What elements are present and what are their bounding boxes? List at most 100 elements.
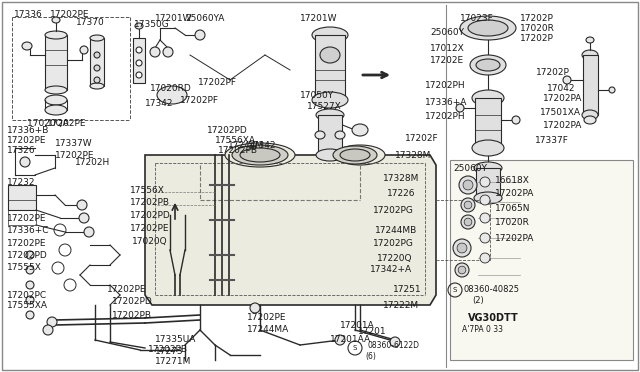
Text: 17202PB: 17202PB (148, 346, 188, 355)
Circle shape (94, 52, 100, 58)
Circle shape (453, 239, 471, 257)
Text: 17350G: 17350G (134, 19, 170, 29)
Circle shape (461, 198, 475, 212)
Circle shape (84, 227, 94, 237)
Ellipse shape (470, 55, 506, 75)
Text: 17342+A: 17342+A (370, 266, 412, 275)
Ellipse shape (472, 140, 504, 156)
Polygon shape (145, 155, 436, 305)
Text: 17251: 17251 (393, 285, 422, 295)
Ellipse shape (45, 95, 67, 105)
Text: 17020RD: 17020RD (150, 83, 192, 93)
Text: S: S (453, 287, 457, 293)
Ellipse shape (316, 109, 344, 121)
Text: 17202PE: 17202PE (55, 151, 95, 160)
Text: 17202PA: 17202PA (495, 189, 534, 198)
Text: 17202PH: 17202PH (425, 112, 466, 121)
Circle shape (390, 337, 400, 347)
Circle shape (26, 296, 34, 304)
Ellipse shape (340, 149, 370, 161)
Circle shape (459, 176, 477, 194)
Text: 17328M: 17328M (395, 151, 431, 160)
Circle shape (480, 177, 490, 187)
Text: 17556X: 17556X (130, 186, 165, 195)
Circle shape (461, 215, 475, 229)
Circle shape (47, 317, 57, 327)
Text: 17336+A: 17336+A (425, 97, 467, 106)
Circle shape (480, 233, 490, 243)
Ellipse shape (240, 148, 280, 162)
Ellipse shape (472, 90, 504, 106)
Text: 17202PD: 17202PD (7, 250, 48, 260)
Circle shape (250, 303, 260, 313)
Circle shape (26, 251, 34, 259)
Ellipse shape (312, 27, 348, 43)
Circle shape (480, 253, 490, 263)
Text: 17201A: 17201A (340, 321, 375, 330)
Text: 17244MA: 17244MA (247, 326, 289, 334)
Text: 17202PA: 17202PA (543, 121, 582, 129)
Circle shape (458, 266, 466, 274)
Bar (90, 38, 104, 86)
Ellipse shape (333, 146, 377, 164)
Ellipse shape (474, 162, 502, 174)
Ellipse shape (335, 131, 345, 139)
Text: 17202PB: 17202PB (218, 145, 258, 154)
Text: 17342: 17342 (248, 141, 276, 150)
Text: 17501XA: 17501XA (540, 108, 581, 116)
Text: 17020​QA: 17020​QA (27, 119, 68, 128)
Ellipse shape (609, 87, 615, 93)
Text: 17202PF: 17202PF (180, 96, 219, 105)
Text: 17202PE: 17202PE (7, 214, 47, 222)
Text: 17020Q: 17020Q (132, 237, 168, 246)
Circle shape (195, 30, 205, 40)
Ellipse shape (22, 42, 32, 50)
Ellipse shape (135, 23, 143, 29)
Text: A'7PA 0 33: A'7PA 0 33 (462, 326, 503, 334)
Ellipse shape (312, 92, 348, 108)
Ellipse shape (474, 192, 502, 204)
Ellipse shape (315, 131, 325, 139)
Bar (318, 115, 342, 155)
Text: 17527X: 17527X (307, 102, 342, 110)
Text: 17202PB: 17202PB (130, 198, 170, 206)
Text: 17336: 17336 (14, 10, 43, 19)
Ellipse shape (316, 149, 344, 161)
Circle shape (163, 47, 173, 57)
Ellipse shape (586, 37, 594, 43)
Ellipse shape (582, 110, 598, 120)
Text: 17202P: 17202P (520, 33, 554, 42)
Text: 17020R: 17020R (495, 218, 530, 227)
Text: 17555X: 17555X (7, 263, 42, 272)
Text: 17202PE: 17202PE (47, 119, 86, 128)
Text: 17042: 17042 (547, 83, 575, 93)
Bar (475, 98, 501, 148)
Ellipse shape (512, 116, 520, 124)
Ellipse shape (476, 59, 500, 71)
Circle shape (480, 213, 490, 223)
Ellipse shape (456, 104, 464, 112)
Bar (133, 38, 145, 83)
Text: VG30DTT: VG30DTT (468, 313, 519, 323)
Bar (8, 185, 36, 210)
Bar (450, 160, 633, 360)
Text: 17202PE: 17202PE (107, 285, 147, 295)
Ellipse shape (45, 86, 67, 94)
Circle shape (20, 157, 30, 167)
Ellipse shape (45, 31, 67, 39)
Text: 17202H: 17202H (75, 157, 110, 167)
Text: 17202PA: 17202PA (543, 93, 582, 103)
Circle shape (464, 201, 472, 209)
Text: 25060YA: 25060YA (185, 13, 225, 22)
Text: 17336+B: 17336+B (7, 125, 49, 135)
Ellipse shape (90, 35, 104, 41)
Circle shape (464, 218, 472, 226)
Text: 17328M: 17328M (383, 173, 419, 183)
Text: 25060Y: 25060Y (453, 164, 487, 173)
Ellipse shape (52, 17, 60, 23)
Ellipse shape (352, 124, 368, 136)
Text: 17202P: 17202P (520, 13, 554, 22)
Circle shape (94, 65, 100, 71)
Text: 17226: 17226 (387, 189, 415, 198)
Bar (45, 35, 67, 90)
